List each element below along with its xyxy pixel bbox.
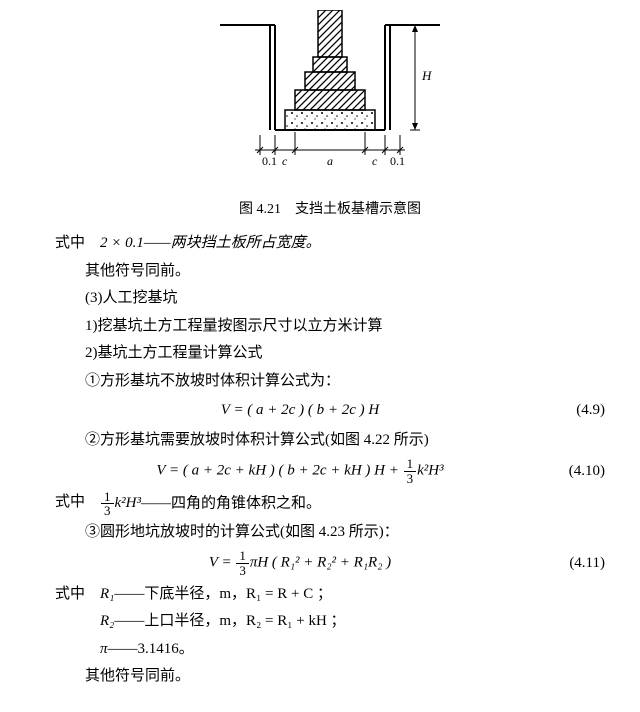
def-k2h3: 式中 13k²H³——四角的角锥体积之和。	[55, 490, 605, 518]
sub-3: ③圆形地坑放坡时的计算公式(如图 4.23 所示)：	[55, 520, 605, 546]
line-2x01: 式中 2 × 0.1——两块挡土板所占宽度。	[55, 231, 605, 257]
line-other-symbols-1: 其他符号同前。	[55, 259, 605, 285]
eq-4-10-formula: V = ( a + 2c + kH ) ( b + 2c + kH ) H + …	[55, 457, 545, 485]
eq10-pre: V = ( a + 2c + kH ) ( b + 2c + kH ) H +	[156, 463, 402, 479]
R2-desc: ——上口半径，m，R₂ = R₁ + kH ；	[114, 613, 345, 629]
def-pi: π——3.1416。	[55, 637, 605, 663]
k2h3-desc: ——四角的角锥体积之和。	[141, 495, 321, 511]
pi-desc: ——3.1416。	[108, 641, 194, 657]
dim-H: H	[421, 68, 432, 83]
item-2: 2)基坑土方工程量计算公式	[55, 341, 605, 367]
expr-2x01: 2 × 0.1——两块挡土板所占宽度。	[100, 235, 321, 251]
def-k2h3-body: 13k²H³——四角的角锥体积之和。	[100, 490, 605, 518]
shizhong-label-3: 式中	[55, 582, 100, 608]
eq10-post: k²H³	[417, 463, 443, 479]
figure-4-21: H 0.1 c a c 0.1	[55, 10, 605, 190]
pi-sym: π	[100, 641, 108, 657]
dim-right-01: 0.1	[390, 154, 405, 168]
eq11-pre: V =	[209, 555, 236, 571]
k2h3-math: k²H³	[115, 495, 141, 511]
dim-left-01: 0.1	[262, 154, 277, 168]
line-other-symbols-2: 其他符号同前。	[55, 664, 605, 690]
eq11-post: πH ( R₁² + R₂² + R₁R₂ )	[250, 555, 391, 571]
R1-desc: ——下底半径，m，R₁ = R + C ；	[114, 586, 332, 602]
sub-1: ①方形基坑不放坡时体积计算公式为：	[55, 369, 605, 395]
heading-3: (3)人工挖基坑	[55, 286, 605, 312]
eq-4-9-formula: V = ( a + 2c ) ( b + 2c ) H	[55, 398, 545, 424]
dim-c2: c	[372, 154, 378, 168]
item-1: 1)挖基坑土方工程量按图示尺寸以立方米计算	[55, 314, 605, 340]
dim-c1: c	[282, 154, 288, 168]
equation-4-9: V = ( a + 2c ) ( b + 2c ) H (4.9)	[55, 398, 605, 424]
def-R1: 式中 R₁——下底半径，m，R₁ = R + C ；	[55, 582, 605, 608]
shizhong-label: 式中	[55, 235, 85, 251]
R1-sym: R₁	[100, 586, 114, 602]
eq10-frac: 13	[404, 457, 417, 485]
shizhong-label-2: 式中	[55, 490, 100, 518]
dim-a: a	[327, 154, 333, 168]
def-R2: R₂——上口半径，m，R₂ = R₁ + kH ；	[55, 609, 605, 635]
R2-sym: R₂	[100, 613, 114, 629]
eq-4-9-number: (4.9)	[545, 398, 605, 424]
equation-4-10: V = ( a + 2c + kH ) ( b + 2c + kH ) H + …	[55, 457, 605, 485]
k2h3-frac: 13	[101, 490, 114, 518]
figure-caption: 图 4.21 支挡土板基槽示意图	[55, 198, 605, 222]
sub-2: ②方形基坑需要放坡时体积计算公式(如图 4.22 所示)	[55, 428, 605, 454]
eq-4-10-number: (4.10)	[545, 459, 605, 485]
foundation-trench-diagram: H 0.1 c a c 0.1	[200, 10, 460, 180]
